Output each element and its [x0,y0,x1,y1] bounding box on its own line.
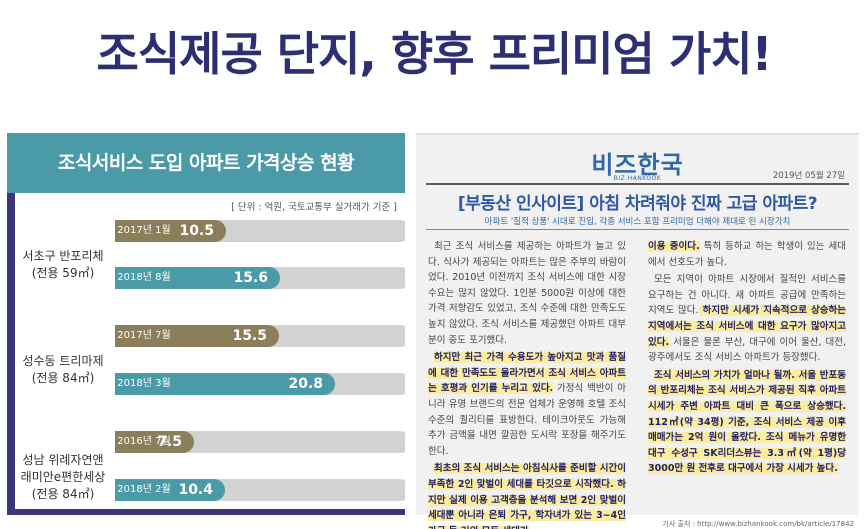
article-paragraph: 조식 서비스의 가치가 얼마나 될까. 서울 반포동의 반포리체는 조식 서비스… [648,368,846,477]
chart-unit-note: [ 단위 : 억원, 국토교통부 실거래가 기준 ] [231,202,397,213]
bar-period-label: 2018년 3월 [117,378,171,389]
bar-period-label: 2016년 7월 [117,436,171,447]
news-article-panel: 비즈한국 BIZ.HANKOOK 2019년 05월 27일 [부동산 인사이트… [416,133,859,529]
group-label-wirye: 성남 위례자연앤 래미안e편한세상 (전용 84㎡) [17,452,109,503]
group-label-line: 서초구 반포리체 [22,249,104,263]
bar-value-label: 15.6 [233,270,268,286]
article-text: 특히 등하교 하는 학생이 있는 세대에서 선호도가 높다. [648,241,846,268]
article-subtitle: 아파트 '질적 상품' 시대로 진입, 각종 서비스 포함 프리미엄 더해야 제… [484,217,791,227]
bar-seongsu-2017 [115,325,279,347]
bar-track: 2017년 7월 15.5 [115,325,405,347]
bar-value-label: 7.5 [157,434,182,450]
article-highlight: 조식 서비스의 가치가 얼마나 될까. 서울 반포동의 반포리체는 조식 서비스… [648,369,846,475]
group-label-line: 성수동 트리마제 [22,354,104,368]
bar-banpo-2018 [115,267,280,289]
publisher-logo-sub: BIZ.HANKOOK [613,175,662,182]
article-paragraph: 최근 조식 서비스를 제공하는 아파트가 늘고 있다. 식사가 제공되는 아파트… [428,239,626,348]
group-label-line: 래미안e편한세상 [20,470,106,484]
bar-period-label: 2018년 8월 [117,272,171,283]
chart-title: 조식서비스 도입 아파트 가격상승 현황 [7,133,405,193]
chart-body: [ 단위 : 억원, 국토교통부 실거래가 기준 ] 서초구 반포리체 (전용 … [15,193,405,509]
bar-track: 2018년 3월 20.8 [115,373,405,395]
bar-track: 2016년 7월 7.5 [115,431,405,453]
group-label-line: (전용 84㎡) [31,371,95,385]
bar-wirye-2018 [115,479,225,501]
divider [426,183,849,185]
article-text: 최근 조식 서비스를 제공하는 아파트가 늘고 있다. 식사가 제공되는 아파트… [428,241,626,346]
article-text: 모든 지역이 아파트 시장에서 질적인 서비스를 요구하는 건 아니다. 새 아… [648,274,846,317]
bar-track: 2018년 8월 15.6 [115,267,405,289]
publisher-logo: 비즈한국 [591,151,684,179]
bar-track: 2017년 1월 10.5 [115,220,405,242]
group-label-banpo: 서초구 반포리체 (전용 59㎡) [17,248,109,282]
divider [426,229,849,230]
price-chart-panel: 조식서비스 도입 아파트 가격상승 현황 [ 단위 : 억원, 국토교통부 실거… [7,133,405,515]
group-label-line: (전용 59㎡) [31,266,95,280]
article-date: 2019년 05월 27일 [772,171,845,181]
bar-value-label: 15.5 [232,328,267,344]
article-highlight: 이용 중이다. [648,241,700,252]
article-title: [부동산 인사이트] 아침 차려줘야 진짜 고급 아파트? [457,194,818,214]
group-label-line: (전용 84㎡) [31,487,95,501]
bar-banpo-2017 [115,220,226,242]
bar-period-label: 2018년 2월 [117,484,171,495]
bar-seongsu-2018 [115,373,335,395]
bar-value-label: 20.8 [288,376,323,392]
article-column-left: 최근 조식 서비스를 제공하는 아파트가 늘고 있다. 식사가 제공되는 아파트… [428,239,626,529]
page-headline: 조식제공 단지, 향후 프리미엄 가치! [96,27,773,81]
article-column-right: 이용 중이다. 특히 등하교 하는 학생이 있는 세대에서 선호도가 높다. 모… [648,239,846,479]
bar-track: 2018년 2월 10.4 [115,479,405,501]
bar-value-label: 10.4 [178,482,213,498]
article-text: 가정식 백반이 아니라 유명 브랜드의 전문 업체가 운영해 호텔 조식 수준의… [428,383,626,457]
bar-period-label: 2017년 1월 [117,225,171,236]
article-paragraph: 이용 중이다. 특히 등하교 하는 학생이 있는 세대에서 선호도가 높다. [648,239,846,270]
bar-period-label: 2017년 7월 [117,330,171,341]
source-credit: 기사 출처 : http://www.bizhankook.com/bk/art… [662,520,854,528]
group-label-seongsu: 성수동 트리마제 (전용 84㎡) [17,353,109,387]
article-highlight: 최초의 조식 서비스는 아침식사를 준비할 시간이 부족한 2인 맞벌이 세대를… [428,463,626,529]
article-paragraph: 모든 지역이 아파트 시장에서 질적인 서비스를 요구하는 건 아니다. 새 아… [648,272,846,366]
group-label-line: 성남 위례자연앤 [22,453,104,467]
article-paragraph: 최초의 조식 서비스는 아침식사를 준비할 시간이 부족한 2인 맞벌이 세대를… [428,461,626,529]
bar-value-label: 10.5 [179,223,214,239]
bar-wirye-2016 [115,431,194,453]
article-text: 서울은 물론 부산, 대구에 이어 울산, 대전, 광주에서도 조식 서비스 아… [648,336,846,364]
article-paragraph: 하지만 최근 가격 수용도가 높아지고 맛과 품질에 대한 만족도도 올라가면서… [428,350,626,459]
